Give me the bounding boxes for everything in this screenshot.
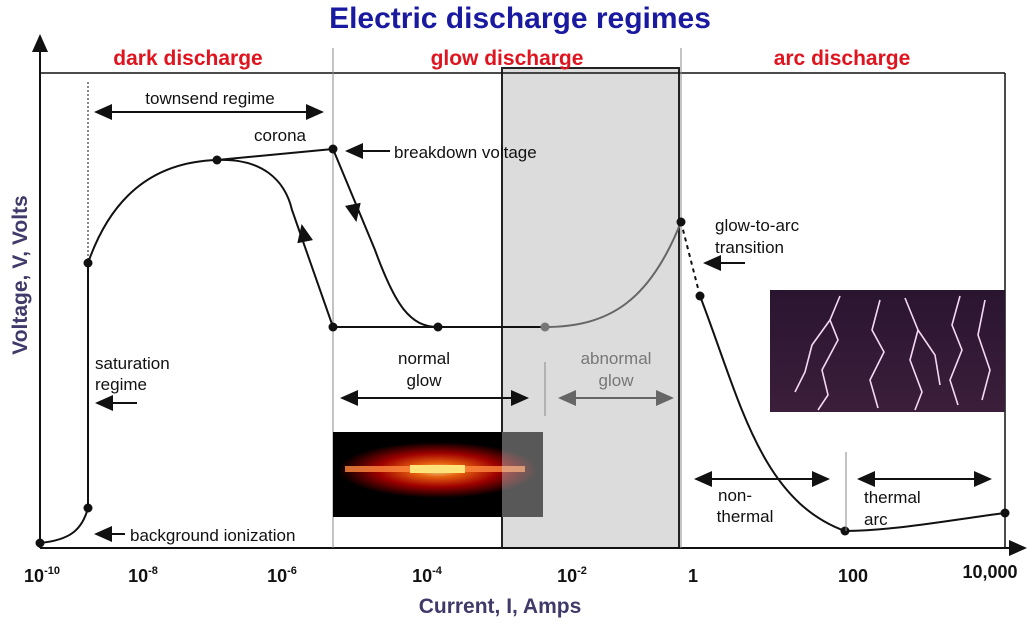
tick-base: 10: [412, 566, 432, 586]
annotation: corona: [254, 126, 307, 145]
x-axis-label: Current, I, Amps: [419, 595, 582, 618]
x-tick-label: 10,000: [962, 562, 1017, 582]
annotation: thermal: [864, 488, 921, 507]
tick-base: 100: [838, 566, 868, 586]
x-tick-label: 1: [688, 566, 698, 586]
annotation: breakdown voltage: [394, 143, 537, 162]
annotation: non-: [718, 486, 752, 505]
x-tick-label: 10-10: [24, 565, 60, 586]
tick-exponent: -6: [287, 565, 297, 577]
tick-exponent: -4: [432, 565, 443, 577]
x-tick-label: 10-2: [557, 565, 587, 586]
lightning-image: [770, 290, 1005, 412]
x-tick-label: 100: [838, 566, 868, 586]
annotation: normal: [398, 349, 450, 368]
region-label: dark discharge: [113, 47, 262, 70]
tick-exponent: -2: [577, 565, 587, 577]
x-tick-label: 10-8: [128, 565, 158, 586]
x-tick-labels: 10-10 10-8 10-6 10-4 10-2 1 100 10,000: [24, 562, 1018, 586]
x-tick-label: 10-6: [267, 565, 297, 586]
annotation: arc: [864, 510, 888, 529]
annotation: townsend regime: [145, 89, 274, 108]
y-axis-label: Voltage, V, Volts: [9, 195, 32, 355]
tick-exponent: -8: [148, 565, 158, 577]
region-label: glow discharge: [431, 47, 584, 70]
annotation: glow: [599, 371, 635, 390]
annotation: transition: [715, 238, 784, 257]
annotation: regime: [95, 375, 147, 394]
annotation: glow: [407, 371, 443, 390]
annotation-arrows: [94, 104, 992, 542]
annotation: thermal: [717, 507, 774, 526]
tick-base: 10: [24, 566, 44, 586]
title: Electric discharge regimes: [329, 2, 711, 35]
x-tick-label: 10-4: [412, 565, 443, 586]
characteristic-curve: [35, 144, 1010, 548]
annotation: saturation: [95, 354, 170, 373]
annotation: abnormal: [581, 349, 652, 368]
tick-base: 10: [128, 566, 148, 586]
tick-exponent: -10: [44, 565, 60, 577]
tick-base: 10: [267, 566, 287, 586]
annotation: background ionization: [130, 526, 295, 545]
tick-base: 10: [557, 566, 577, 586]
region-label: arc discharge: [774, 47, 911, 70]
glow-image: [333, 432, 543, 517]
tick-base: 1: [688, 566, 698, 586]
tick-base: 10,000: [962, 562, 1017, 582]
annotation: glow-to-arc: [715, 216, 800, 235]
